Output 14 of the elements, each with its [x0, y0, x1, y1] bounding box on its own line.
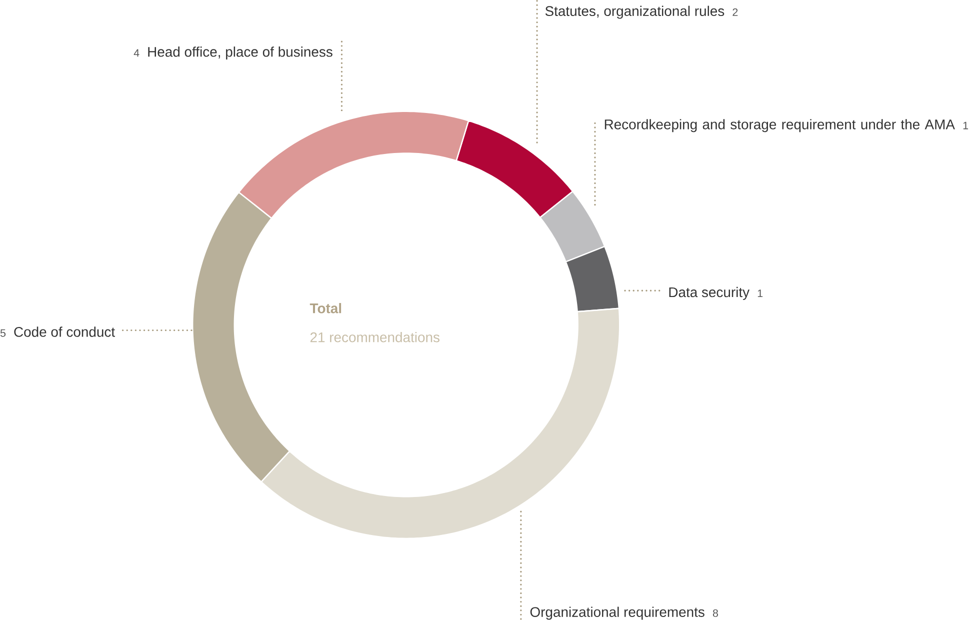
slice-label: Head office, place of business	[148, 46, 332, 60]
slice-label: Organizational requirements	[530, 606, 704, 620]
slice-label: Statutes, organizational rules	[545, 6, 724, 19]
slice-label: Code of conduct	[14, 326, 115, 337]
text: 21 recommendations	[310, 332, 440, 342]
data-label: 1	[758, 290, 763, 298]
slice-label: Data security	[669, 287, 750, 300]
data-label: 2	[732, 8, 738, 16]
data-label: 8	[712, 609, 718, 618]
data-label: 4	[134, 49, 140, 57]
data-label: 5	[0, 329, 6, 337]
text: Total	[310, 303, 342, 314]
data-label: 1	[963, 122, 968, 130]
slice-label: Recordkeeping and storage requirement under the AMA	[604, 119, 955, 132]
